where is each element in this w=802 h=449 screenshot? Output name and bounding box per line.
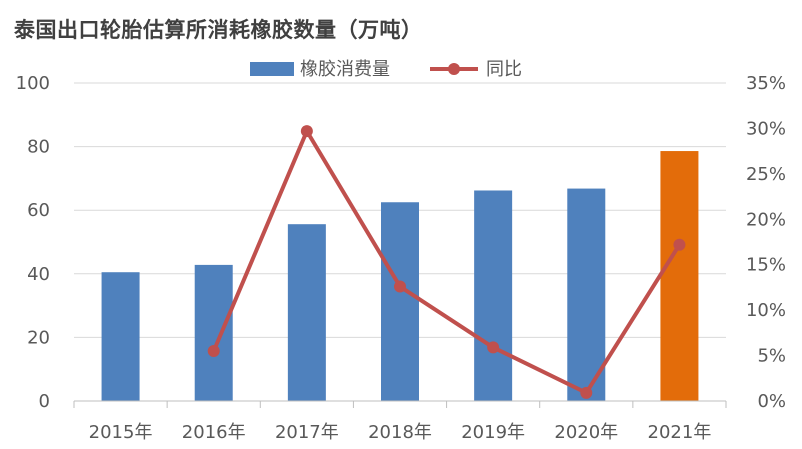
left-tick-label: 40: [27, 264, 50, 285]
right-tick-label: 5%: [757, 346, 786, 367]
bar: [474, 190, 513, 401]
right-tick-label: 0%: [757, 391, 786, 412]
x-tick-label: 2019年: [461, 422, 525, 443]
x-tick-label: 2021年: [648, 422, 712, 443]
right-tick-label: 25%: [746, 164, 786, 185]
axes: [73, 400, 727, 408]
yoy-point: [300, 125, 313, 138]
legend-line-label: 同比: [486, 59, 522, 80]
left-tick-label: 60: [27, 200, 50, 221]
yoy-point: [580, 386, 593, 399]
bars: [101, 151, 699, 401]
x-tick-label: 2016年: [182, 422, 246, 443]
x-tick-label: 2015年: [89, 422, 153, 443]
line-series: [207, 125, 686, 399]
legend-bar-label: 橡胶消费量: [300, 59, 390, 80]
legend-bar-swatch: [250, 62, 294, 76]
right-tick-label: 15%: [746, 255, 786, 276]
yoy-point: [673, 238, 686, 251]
x-axis-ticks: 2015年 2016年 2017年 2018年 2019年 2020年 2021年: [89, 422, 712, 443]
x-tick-label: 2017年: [275, 422, 339, 443]
left-axis-ticks: 0 20 40 60 80 100: [16, 73, 50, 412]
legend-line-marker: [448, 63, 460, 75]
bar: [660, 151, 699, 401]
right-tick-label: 35%: [746, 73, 786, 94]
left-tick-label: 80: [27, 137, 50, 158]
yoy-line: [211, 129, 682, 395]
bar: [287, 224, 326, 401]
yoy-point: [394, 280, 406, 293]
chart-title: 泰国出口轮胎估算所消耗橡胶数量（万吨）: [14, 18, 423, 42]
bar: [567, 188, 606, 401]
bar: [194, 264, 233, 401]
left-tick-label: 100: [16, 73, 50, 94]
right-tick-label: 20%: [746, 209, 786, 230]
left-tick-label: 0: [39, 391, 50, 412]
bar: [381, 202, 419, 401]
right-tick-label: 10%: [746, 300, 786, 321]
yoy-point: [487, 341, 500, 354]
legend: 橡胶消费量 同比: [250, 59, 522, 80]
bar: [101, 272, 140, 401]
right-axis-ticks: 0% 5% 10% 15% 20% 25% 30% 35%: [746, 73, 786, 412]
left-tick-label: 20: [27, 327, 50, 348]
x-tick-label: 2020年: [554, 422, 618, 443]
yoy-point: [207, 345, 220, 358]
x-tick-label: 2018年: [368, 422, 432, 443]
right-tick-label: 30%: [746, 118, 786, 139]
